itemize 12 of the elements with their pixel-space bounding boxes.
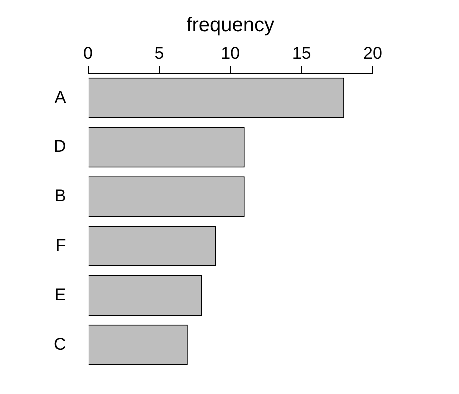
y-tick-label: F [56,236,66,255]
y-tick-label: C [54,334,66,354]
x-tick-label: 15 [292,44,312,63]
y-tick-label: D [54,137,66,156]
x-tick-label: 0 [84,44,94,63]
x-axis-title: frequency [186,14,275,37]
x-tick-label: 10 [221,44,240,63]
y-tick-label: E [54,285,66,304]
y-tick-label: A [54,88,67,107]
y-tick-label: B [54,186,66,206]
x-tick-label: 20 [364,44,382,63]
x-tick-label: 5 [154,44,164,63]
